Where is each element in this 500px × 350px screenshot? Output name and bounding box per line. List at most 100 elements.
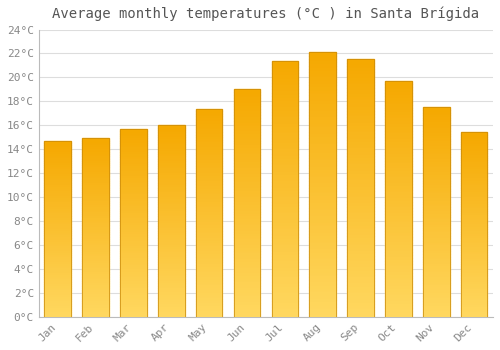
Bar — [44, 301, 71, 303]
Bar — [423, 259, 450, 262]
Bar — [272, 253, 298, 256]
Bar — [310, 191, 336, 195]
Bar — [120, 305, 146, 307]
Bar — [272, 169, 298, 173]
Bar — [272, 83, 298, 86]
Bar — [120, 218, 146, 220]
Bar — [196, 166, 222, 168]
Bar — [385, 167, 411, 169]
Bar — [44, 246, 71, 248]
Bar — [120, 258, 146, 260]
Bar — [461, 206, 487, 209]
Bar — [120, 267, 146, 270]
Bar — [44, 255, 71, 257]
Bar — [196, 199, 222, 202]
Bar — [272, 233, 298, 237]
Bar — [82, 245, 109, 248]
Bar — [423, 296, 450, 299]
Bar — [44, 181, 71, 183]
Bar — [423, 128, 450, 131]
Bar — [120, 314, 146, 317]
Bar — [385, 240, 411, 243]
Bar — [310, 115, 336, 118]
Bar — [82, 299, 109, 301]
Bar — [234, 126, 260, 129]
Bar — [385, 237, 411, 240]
Bar — [158, 140, 184, 142]
Bar — [310, 118, 336, 122]
Bar — [196, 254, 222, 257]
Bar — [310, 155, 336, 158]
Bar — [120, 256, 146, 258]
Bar — [196, 312, 222, 314]
Bar — [310, 161, 336, 165]
Bar — [234, 240, 260, 243]
Bar — [82, 223, 109, 225]
Bar — [234, 180, 260, 183]
Bar — [234, 129, 260, 132]
Bar — [196, 176, 222, 179]
Bar — [461, 229, 487, 232]
Bar — [196, 231, 222, 233]
Bar — [44, 310, 71, 313]
Bar — [461, 259, 487, 261]
Bar — [82, 306, 109, 308]
Bar — [310, 99, 336, 102]
Bar — [423, 293, 450, 296]
Bar — [310, 254, 336, 257]
Bar — [234, 237, 260, 240]
Bar — [272, 176, 298, 179]
Bar — [44, 159, 71, 161]
Bar — [348, 220, 374, 224]
Bar — [348, 211, 374, 214]
Bar — [196, 192, 222, 195]
Bar — [120, 249, 146, 251]
Bar — [120, 230, 146, 232]
Bar — [196, 202, 222, 205]
Bar — [234, 280, 260, 283]
Bar — [423, 157, 450, 160]
Bar — [82, 228, 109, 230]
Bar — [158, 188, 184, 190]
Bar — [234, 112, 260, 115]
Bar — [44, 275, 71, 277]
Bar — [310, 132, 336, 135]
Bar — [385, 196, 411, 199]
Bar — [423, 147, 450, 149]
Bar — [423, 290, 450, 293]
Bar — [310, 247, 336, 251]
Bar — [385, 137, 411, 140]
Bar — [272, 192, 298, 195]
Bar — [196, 301, 222, 304]
Bar — [348, 298, 374, 301]
Bar — [44, 260, 71, 262]
Bar — [310, 314, 336, 317]
Bar — [423, 160, 450, 162]
Bar — [423, 173, 450, 175]
Bar — [423, 131, 450, 134]
Bar — [234, 152, 260, 155]
Bar — [120, 225, 146, 228]
Bar — [158, 310, 184, 312]
Bar — [348, 178, 374, 182]
Bar — [272, 157, 298, 160]
Bar — [158, 173, 184, 176]
Bar — [423, 228, 450, 230]
Bar — [234, 297, 260, 300]
Bar — [44, 165, 71, 167]
Bar — [272, 259, 298, 262]
Bar — [196, 163, 222, 166]
Bar — [44, 200, 71, 202]
Bar — [120, 136, 146, 138]
Bar — [461, 165, 487, 167]
Bar — [234, 186, 260, 189]
Bar — [82, 257, 109, 259]
Bar — [196, 116, 222, 119]
Bar — [461, 133, 487, 135]
Bar — [196, 241, 222, 244]
Bar — [82, 159, 109, 161]
Bar — [461, 190, 487, 192]
Bar — [272, 307, 298, 310]
Bar — [272, 278, 298, 282]
Bar — [272, 105, 298, 109]
